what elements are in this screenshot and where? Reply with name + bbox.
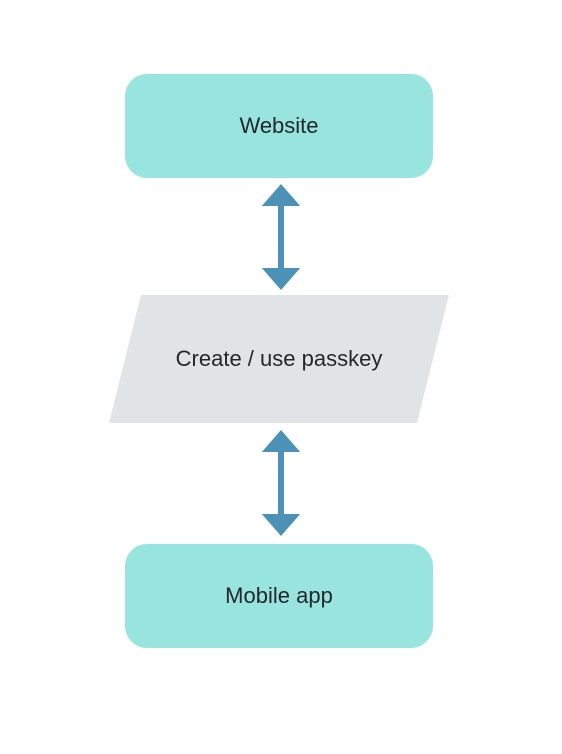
node-mobileapp-label: Mobile app [225, 583, 333, 609]
node-passkey-label: Create / use passkey [176, 345, 383, 374]
diagram-canvas: Website Create / use passkey Mobile app [0, 0, 562, 754]
node-passkey: Create / use passkey [125, 295, 433, 423]
arrow-website-passkey [258, 184, 304, 290]
arrow-passkey-mobileapp [258, 430, 304, 536]
node-website: Website [125, 74, 433, 178]
node-mobileapp: Mobile app [125, 544, 433, 648]
node-website-label: Website [239, 113, 318, 139]
